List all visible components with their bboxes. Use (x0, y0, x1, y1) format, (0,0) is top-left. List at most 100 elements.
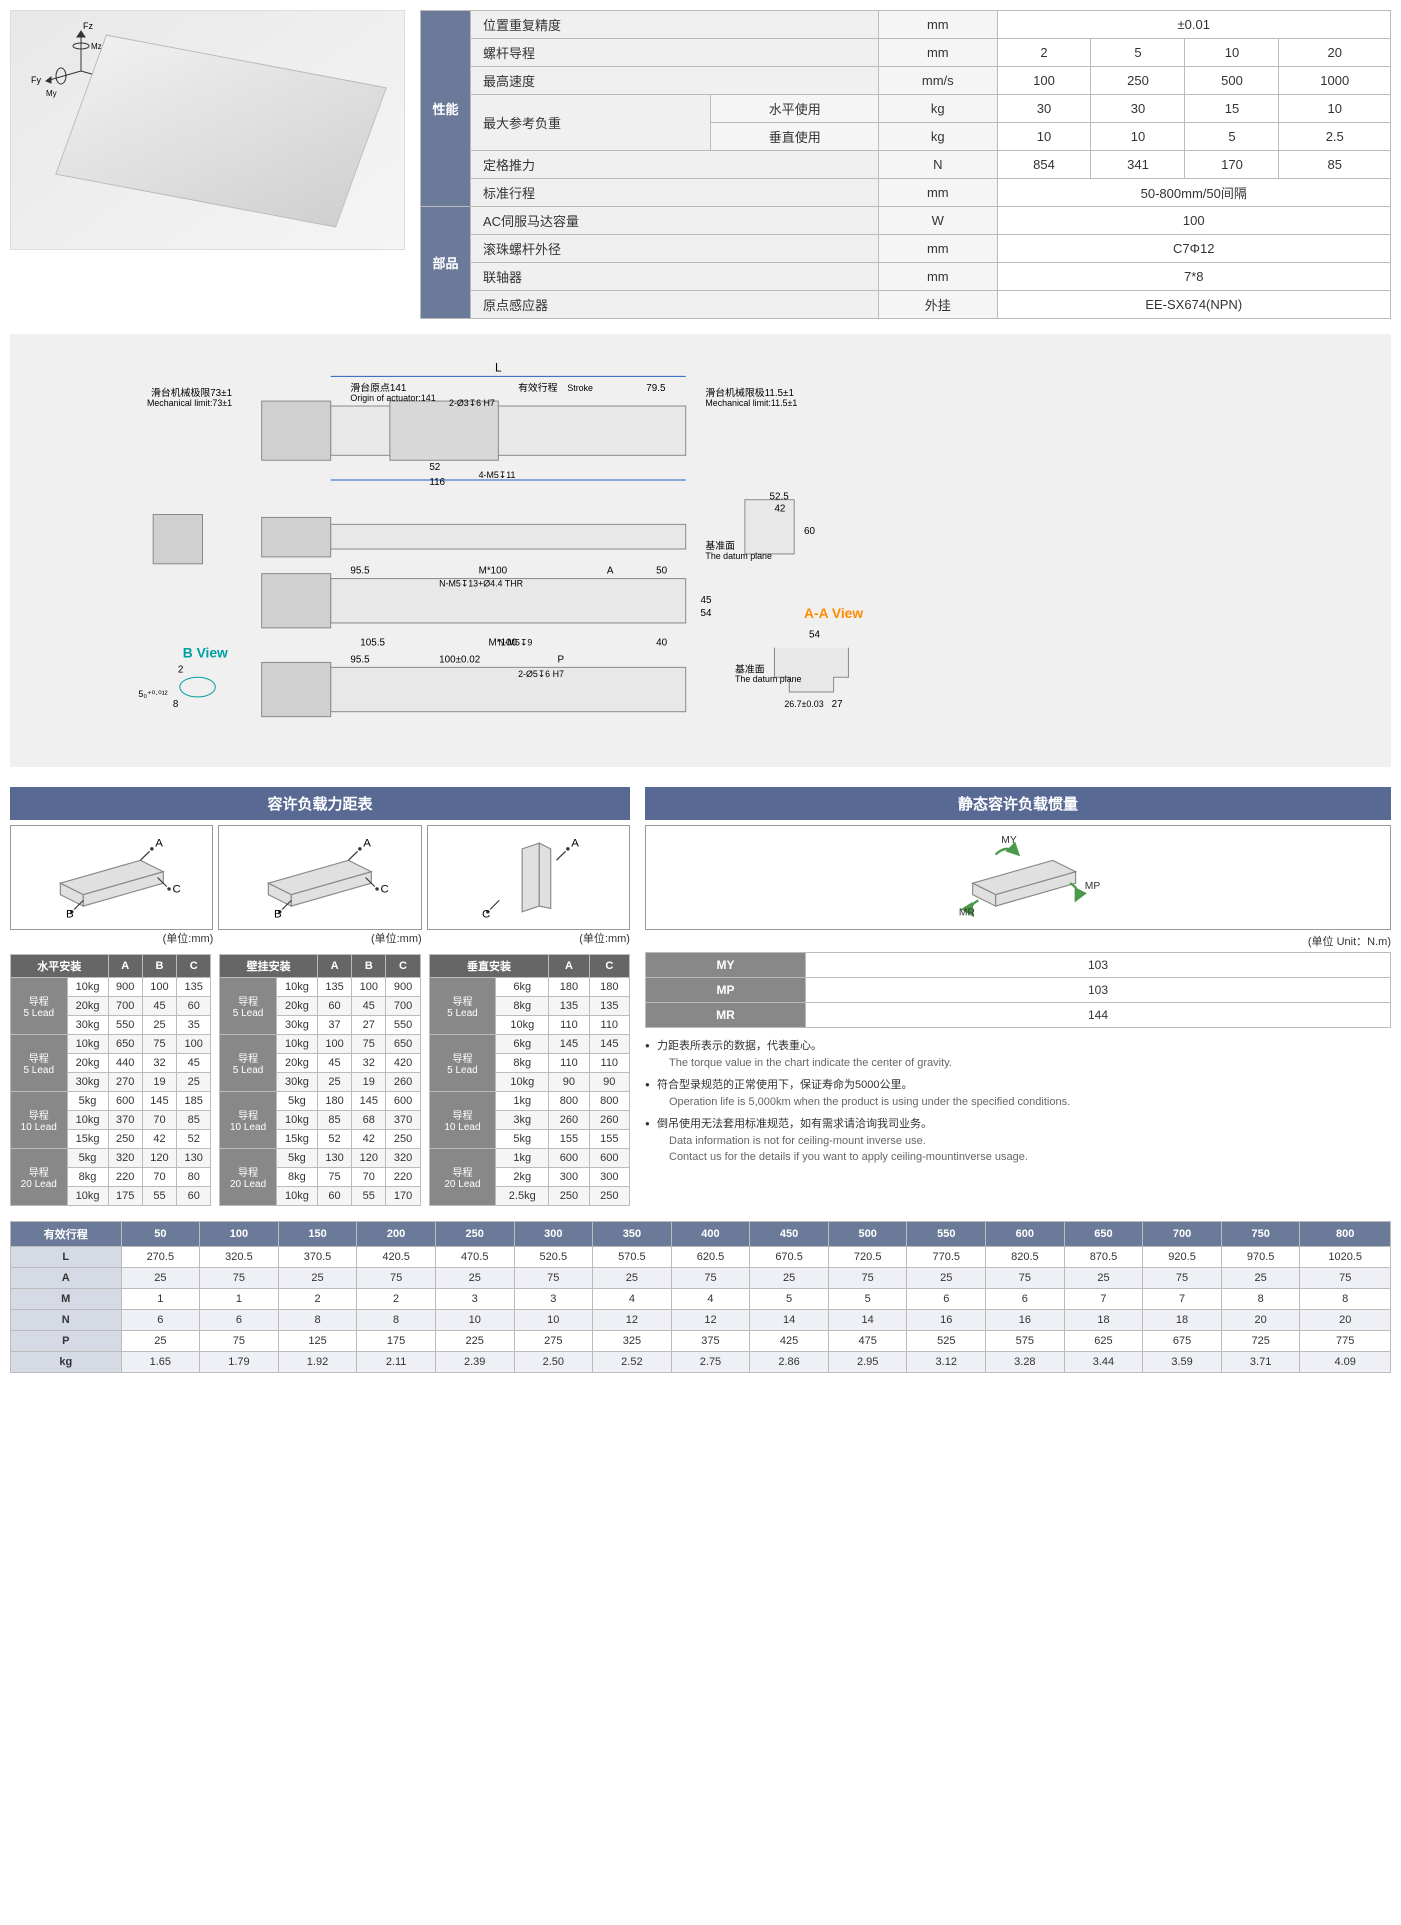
stroke-value: 2.95 (828, 1352, 907, 1373)
spec-value: 7*8 (997, 263, 1391, 291)
stroke-table: 有效行程501001502002503003504004505005506006… (10, 1221, 1391, 1373)
spec-sub-label: 垂直使用 (711, 123, 879, 151)
top-section: Fz Fx Fy Mz Mx My 性能位置重复精度mm±0.01螺杆导程mm2… (10, 10, 1391, 319)
actuator-render (55, 35, 387, 228)
origin-en: Origin of actuator:141 (350, 393, 435, 403)
svg-text:C: C (483, 909, 491, 921)
stroke-row-label: P (11, 1331, 122, 1352)
dim-955: 95.5 (350, 566, 370, 577)
spec-row-label: 标准行程 (471, 179, 879, 207)
stroke-value: 625 (1064, 1331, 1143, 1352)
spec-unit: mm/s (879, 67, 997, 95)
hole3: N-M5↧13+Ø4.4 THR (439, 578, 523, 588)
spec-row-label: 原点感应器 (471, 291, 879, 319)
stroke-value: 25 (278, 1268, 357, 1289)
stroke-value: 2.50 (514, 1352, 593, 1373)
moment-value: 144 (806, 1003, 1391, 1028)
svg-text:MY: MY (1001, 835, 1017, 846)
axis-fy: Fy (31, 75, 41, 85)
dim-54b: 54 (701, 608, 712, 619)
aaview-label: A-A View (804, 606, 863, 621)
spec-value: EE-SX674(NPN) (997, 291, 1391, 319)
stroke-value: 670.5 (750, 1247, 829, 1268)
stroke-value: 1 (200, 1289, 279, 1310)
stroke-value: 25 (1221, 1268, 1300, 1289)
stroke-value: 475 (828, 1331, 907, 1352)
stroke-value: 75 (514, 1268, 593, 1289)
moment-title: 静态容许负载惯量 (645, 787, 1391, 820)
stroke-col: 500 (828, 1222, 907, 1247)
spec-unit: W (879, 207, 997, 235)
stroke-value: 175 (357, 1331, 436, 1352)
spec-unit: mm (879, 263, 997, 291)
stroke-value: 25 (121, 1268, 200, 1289)
stroke-value: 75 (986, 1268, 1065, 1289)
moment-section: 静态容许负载惯量 MY MP MR (单位 Unit：N.m) M (645, 787, 1391, 1206)
stroke-value: 270.5 (121, 1247, 200, 1268)
dim-955b: 95.5 (350, 654, 370, 665)
stroke-col: 800 (1300, 1222, 1391, 1247)
stroke-value: 75 (200, 1268, 279, 1289)
dim-l: L (495, 360, 502, 374)
spec-unit: mm (879, 11, 997, 39)
svg-text:A: A (572, 838, 580, 850)
stroke-col: 600 (986, 1222, 1065, 1247)
moment-unit: (单位 Unit：N.m) (645, 933, 1391, 949)
dim-m100: M*100 (479, 566, 508, 577)
spec-value: 20 (1279, 39, 1391, 67)
spec-value: 50-800mm/50间隔 (997, 179, 1391, 207)
unit-label: (单位:mm) (218, 930, 421, 946)
stroke-value: 770.5 (907, 1247, 986, 1268)
torque-table: 垂直安装AC导程5 Lead6kg1801808kg13513510kg1101… (429, 954, 630, 1206)
moment-label: MR (646, 1003, 806, 1028)
moment-label: MP (646, 978, 806, 1003)
stroke-value: 6 (200, 1310, 279, 1331)
notes-list: 力距表所表示的数据，代表重心。The torque value in the c… (645, 1038, 1391, 1166)
spec-unit: kg (879, 123, 997, 151)
spec-value: 10 (1185, 39, 1279, 67)
moment-value: 103 (806, 978, 1391, 1003)
stroke-col: 400 (671, 1222, 750, 1247)
hole1: 2-Ø3↧6 H7 (449, 398, 495, 408)
dim-45: 45 (701, 595, 712, 606)
dim-10002: 100±0.02 (439, 654, 480, 665)
spec-category: 部品 (421, 207, 471, 319)
stroke-value: 725 (1221, 1331, 1300, 1352)
stroke-col: 450 (750, 1222, 829, 1247)
stroke-value: 275 (514, 1331, 593, 1352)
axis-my: My (46, 89, 57, 98)
technical-drawing: L 滑台原点141 Origin of actuator:141 有效行程 St… (10, 334, 1391, 767)
spec-value: 500 (1185, 67, 1279, 95)
dim-8: 8 (173, 699, 179, 710)
mech-l-en: Mechanical limit:73±1 (147, 398, 232, 408)
svg-text:B: B (66, 909, 74, 921)
stroke-value: 1 (121, 1289, 200, 1310)
stroke-value: 425 (750, 1331, 829, 1352)
stroke-value: 2 (278, 1289, 357, 1310)
datum-en: The datum plane (705, 551, 772, 561)
stroke-value: 18 (1064, 1310, 1143, 1331)
stroke-value: 620.5 (671, 1247, 750, 1268)
stroke-value: 375 (671, 1331, 750, 1352)
moment-table: MY103MP103MR144 (645, 952, 1391, 1028)
spec-value: 5 (1185, 123, 1279, 151)
stroke-value: 470.5 (435, 1247, 514, 1268)
stroke-value: 420.5 (357, 1247, 436, 1268)
stroke-value: 325 (593, 1331, 672, 1352)
torque-tables: 水平安装ABC导程5 Lead10kg90010013520kg70045603… (10, 954, 630, 1206)
spec-unit: kg (879, 95, 997, 123)
stroke-value: 820.5 (986, 1247, 1065, 1268)
stroke-value: 3 (514, 1289, 593, 1310)
stroke-value: 75 (1300, 1268, 1391, 1289)
spec-value: 10 (1279, 95, 1391, 123)
spec-value: 250 (1091, 67, 1185, 95)
spec-value: 10 (1091, 123, 1185, 151)
stroke-value: 3.28 (986, 1352, 1065, 1373)
stroke-value: 520.5 (514, 1247, 593, 1268)
dim-1055: 105.5 (360, 638, 385, 649)
stroke-value: 75 (1143, 1268, 1222, 1289)
stroke-value: 3.59 (1143, 1352, 1222, 1373)
stroke-value: 25 (750, 1268, 829, 1289)
dim-525: 52.5 (770, 492, 790, 503)
spec-unit: mm (879, 39, 997, 67)
